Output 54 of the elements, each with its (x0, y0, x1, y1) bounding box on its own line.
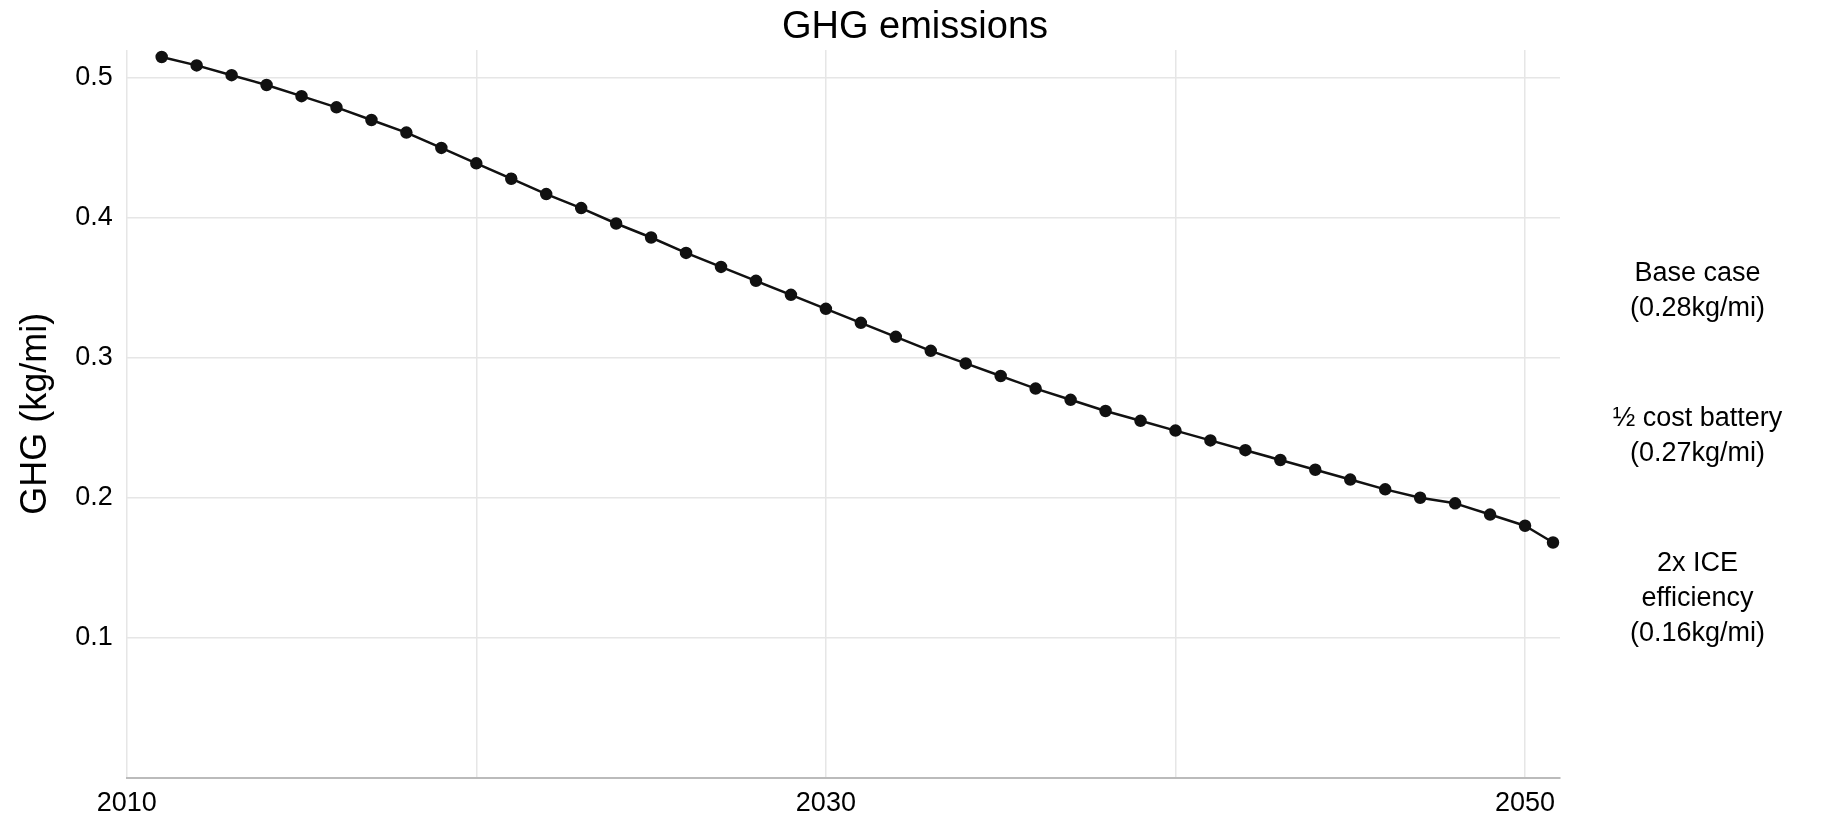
point (854, 316, 868, 330)
y-tick-label: 0.2 (75, 481, 113, 512)
point (994, 369, 1007, 383)
y-axis-title: GHG (kg/mi) (12, 312, 54, 515)
point (644, 231, 658, 244)
chart-title: GHG emissions (780, 4, 1050, 47)
text: ½ cost battery (0.27kg/mi) (1611, 401, 1784, 470)
point (784, 288, 798, 302)
point (819, 302, 833, 316)
point (365, 113, 378, 127)
point (1169, 424, 1182, 437)
point (1378, 483, 1392, 496)
point (1204, 434, 1217, 447)
point (574, 201, 588, 215)
point (400, 126, 413, 139)
y-tick-label: 0.1 (75, 621, 113, 652)
point (155, 50, 168, 64)
point (609, 217, 623, 230)
text: Base case (0.28kg/mi) (1628, 256, 1766, 325)
point (1274, 453, 1287, 467)
point (1546, 536, 1560, 549)
point (924, 344, 938, 358)
point (330, 101, 343, 114)
y-tick-label: 0.3 (75, 341, 113, 372)
point (435, 141, 448, 155)
point (679, 246, 693, 260)
point (225, 68, 238, 82)
point (1029, 382, 1042, 395)
point (1064, 393, 1077, 407)
x-tick-label: 2010 (96, 787, 157, 818)
text: 2x ICE efficiency (0.16kg/mi) (1628, 546, 1766, 650)
point (295, 89, 308, 103)
point (1309, 463, 1322, 477)
point (1239, 443, 1252, 457)
point (539, 187, 553, 201)
point (260, 78, 273, 92)
y-tick-label: 0.4 (75, 201, 113, 232)
point (470, 157, 483, 170)
x-tick-label: 2030 (795, 787, 856, 818)
point (505, 172, 518, 185)
point (1518, 519, 1532, 532)
point (889, 330, 903, 344)
point (1134, 414, 1147, 428)
y-tick-label: 0.5 (75, 61, 113, 92)
point (190, 59, 203, 72)
point (1413, 491, 1427, 504)
point (1099, 404, 1112, 418)
point (1344, 473, 1357, 486)
point (1483, 508, 1497, 521)
point (749, 274, 763, 288)
point (1448, 497, 1462, 510)
x-tick-label: 2050 (1495, 787, 1556, 818)
point (714, 260, 728, 274)
point (959, 357, 972, 370)
